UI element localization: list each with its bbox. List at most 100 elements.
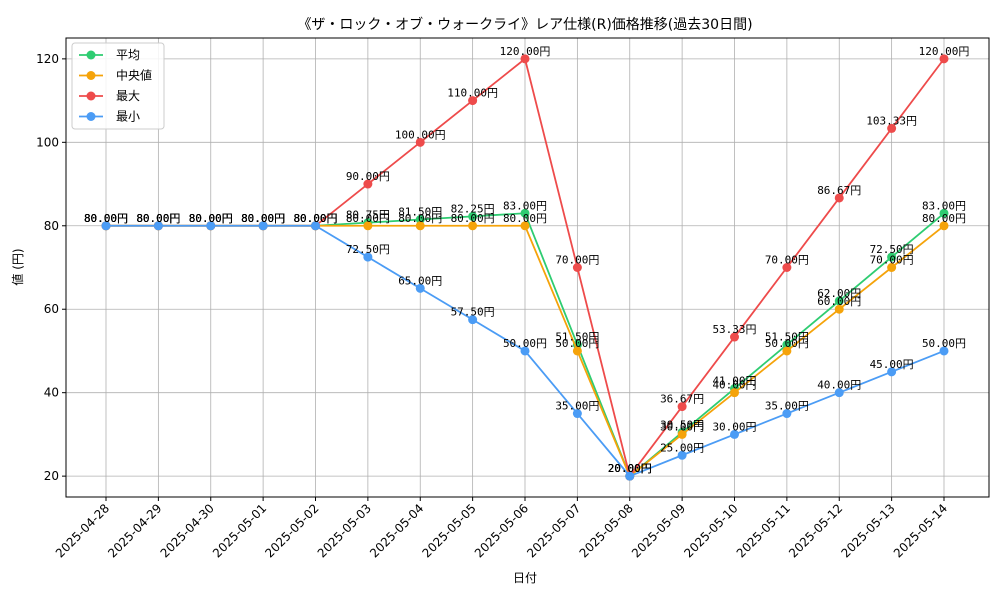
data-point bbox=[153, 221, 163, 231]
data-point bbox=[887, 263, 897, 272]
legend-marker bbox=[86, 50, 96, 60]
data-point bbox=[363, 179, 373, 189]
x-tick-label: 2025-05-05 bbox=[420, 501, 479, 560]
data-point bbox=[363, 252, 373, 262]
y-tick-label: 80 bbox=[44, 219, 59, 233]
data-point bbox=[834, 296, 844, 306]
data-label: 80.00円 bbox=[346, 212, 390, 225]
data-label: 50.00円 bbox=[503, 337, 547, 350]
x-tick-label: 2025-05-14 bbox=[891, 501, 950, 560]
x-tick-label: 2025-04-30 bbox=[158, 501, 217, 560]
data-point bbox=[415, 221, 425, 231]
data-point bbox=[468, 96, 478, 106]
data-label: 80.00円 bbox=[398, 212, 442, 225]
data-label: 20.00円 bbox=[608, 462, 652, 475]
x-tick-label: 2025-05-09 bbox=[629, 501, 688, 560]
x-tick-label: 2025-05-06 bbox=[472, 501, 531, 560]
data-label: 80.00円 bbox=[136, 212, 180, 225]
x-tick-label: 2025-05-10 bbox=[681, 501, 740, 560]
series-layer bbox=[101, 54, 949, 481]
data-label: 40.00円 bbox=[817, 379, 861, 392]
data-point bbox=[939, 221, 949, 231]
data-label: 72.50円 bbox=[346, 243, 390, 256]
legend-marker bbox=[86, 112, 96, 121]
data-label: 70.00円 bbox=[765, 254, 809, 267]
x-tick-label: 2025-05-03 bbox=[315, 501, 374, 560]
data-label: 50.00円 bbox=[765, 337, 809, 350]
data-label: 80.00円 bbox=[241, 212, 285, 225]
data-point bbox=[520, 346, 530, 356]
data-point bbox=[834, 193, 844, 203]
data-label: 36.67円 bbox=[660, 393, 704, 406]
data-label: 51.50円 bbox=[555, 331, 599, 344]
x-tick-label: 2025-05-04 bbox=[367, 501, 426, 560]
data-point bbox=[520, 221, 530, 231]
data-label: 50.00円 bbox=[555, 337, 599, 350]
data-label: 83.00円 bbox=[922, 199, 966, 212]
data-label: 53.33円 bbox=[712, 323, 756, 336]
y-tick-label: 120 bbox=[36, 52, 59, 66]
data-point bbox=[468, 211, 478, 221]
data-point bbox=[782, 409, 792, 419]
data-label: 35.00円 bbox=[555, 400, 599, 413]
y-tick-label: 60 bbox=[44, 302, 59, 316]
data-point bbox=[625, 471, 635, 481]
data-label: 45.00円 bbox=[870, 358, 914, 371]
data-label: 80.00円 bbox=[84, 212, 128, 225]
plot-frame bbox=[65, 37, 990, 498]
data-label: 30.50円 bbox=[660, 418, 704, 431]
data-label: 70.00円 bbox=[555, 254, 599, 267]
data-point bbox=[101, 221, 111, 231]
data-point bbox=[415, 283, 425, 293]
data-label: 80.00円 bbox=[189, 212, 233, 225]
x-axis-ticks: 2025-04-282025-04-292025-04-302025-05-01… bbox=[53, 497, 950, 560]
data-label: 65.00円 bbox=[398, 274, 442, 287]
data-point bbox=[415, 215, 425, 225]
data-point bbox=[730, 429, 739, 439]
data-label: 80.00円 bbox=[922, 212, 966, 225]
data-label: 72.50円 bbox=[870, 243, 914, 256]
data-label: 30.00円 bbox=[712, 420, 756, 433]
data-label: 90.00円 bbox=[346, 170, 390, 183]
data-point bbox=[730, 388, 739, 398]
data-point bbox=[677, 429, 687, 439]
data-label: 20.00円 bbox=[608, 462, 652, 475]
data-point bbox=[363, 221, 373, 231]
data-label: 83.00円 bbox=[503, 199, 547, 212]
x-tick-label: 2025-05-12 bbox=[786, 501, 845, 560]
x-axis-title: 日付 bbox=[513, 571, 537, 585]
data-point bbox=[834, 388, 844, 398]
y-tick-label: 20 bbox=[44, 469, 59, 483]
data-label: 80.00円 bbox=[136, 212, 180, 225]
data-point bbox=[415, 137, 425, 147]
data-label: 80.00円 bbox=[451, 212, 495, 225]
data-label: 40.00円 bbox=[712, 379, 756, 392]
data-label: 80.00円 bbox=[84, 212, 128, 225]
x-tick-label: 2025-04-28 bbox=[53, 501, 112, 560]
data-label: 50.00円 bbox=[922, 337, 966, 350]
data-point bbox=[206, 221, 216, 231]
data-point bbox=[939, 54, 949, 64]
x-tick-label: 2025-04-29 bbox=[105, 501, 164, 560]
data-label: 100.00円 bbox=[395, 128, 446, 141]
data-label: 35.00円 bbox=[765, 400, 809, 413]
data-label: 30.00円 bbox=[660, 420, 704, 433]
data-point bbox=[520, 208, 530, 218]
y-tick-label: 40 bbox=[44, 386, 59, 400]
legend-marker bbox=[86, 71, 96, 80]
legend-label: 中央値 bbox=[116, 68, 152, 83]
data-label: 80.00円 bbox=[293, 212, 337, 225]
data-point bbox=[258, 221, 268, 231]
data-point bbox=[887, 367, 897, 377]
data-label: 20.00円 bbox=[608, 462, 652, 475]
legend-label: 平均 bbox=[116, 48, 140, 62]
data-label: 82.25円 bbox=[451, 202, 495, 215]
chart-title: 《ザ・ロック・オブ・ウォークライ》レア仕様(R)価格推移(過去30日間) bbox=[297, 16, 752, 33]
data-point bbox=[834, 304, 844, 314]
data-point bbox=[572, 263, 582, 272]
data-point bbox=[939, 208, 949, 218]
data-point bbox=[468, 315, 478, 325]
y-axis-title: 値 (円) bbox=[10, 248, 25, 285]
data-label: 80.00円 bbox=[241, 212, 285, 225]
